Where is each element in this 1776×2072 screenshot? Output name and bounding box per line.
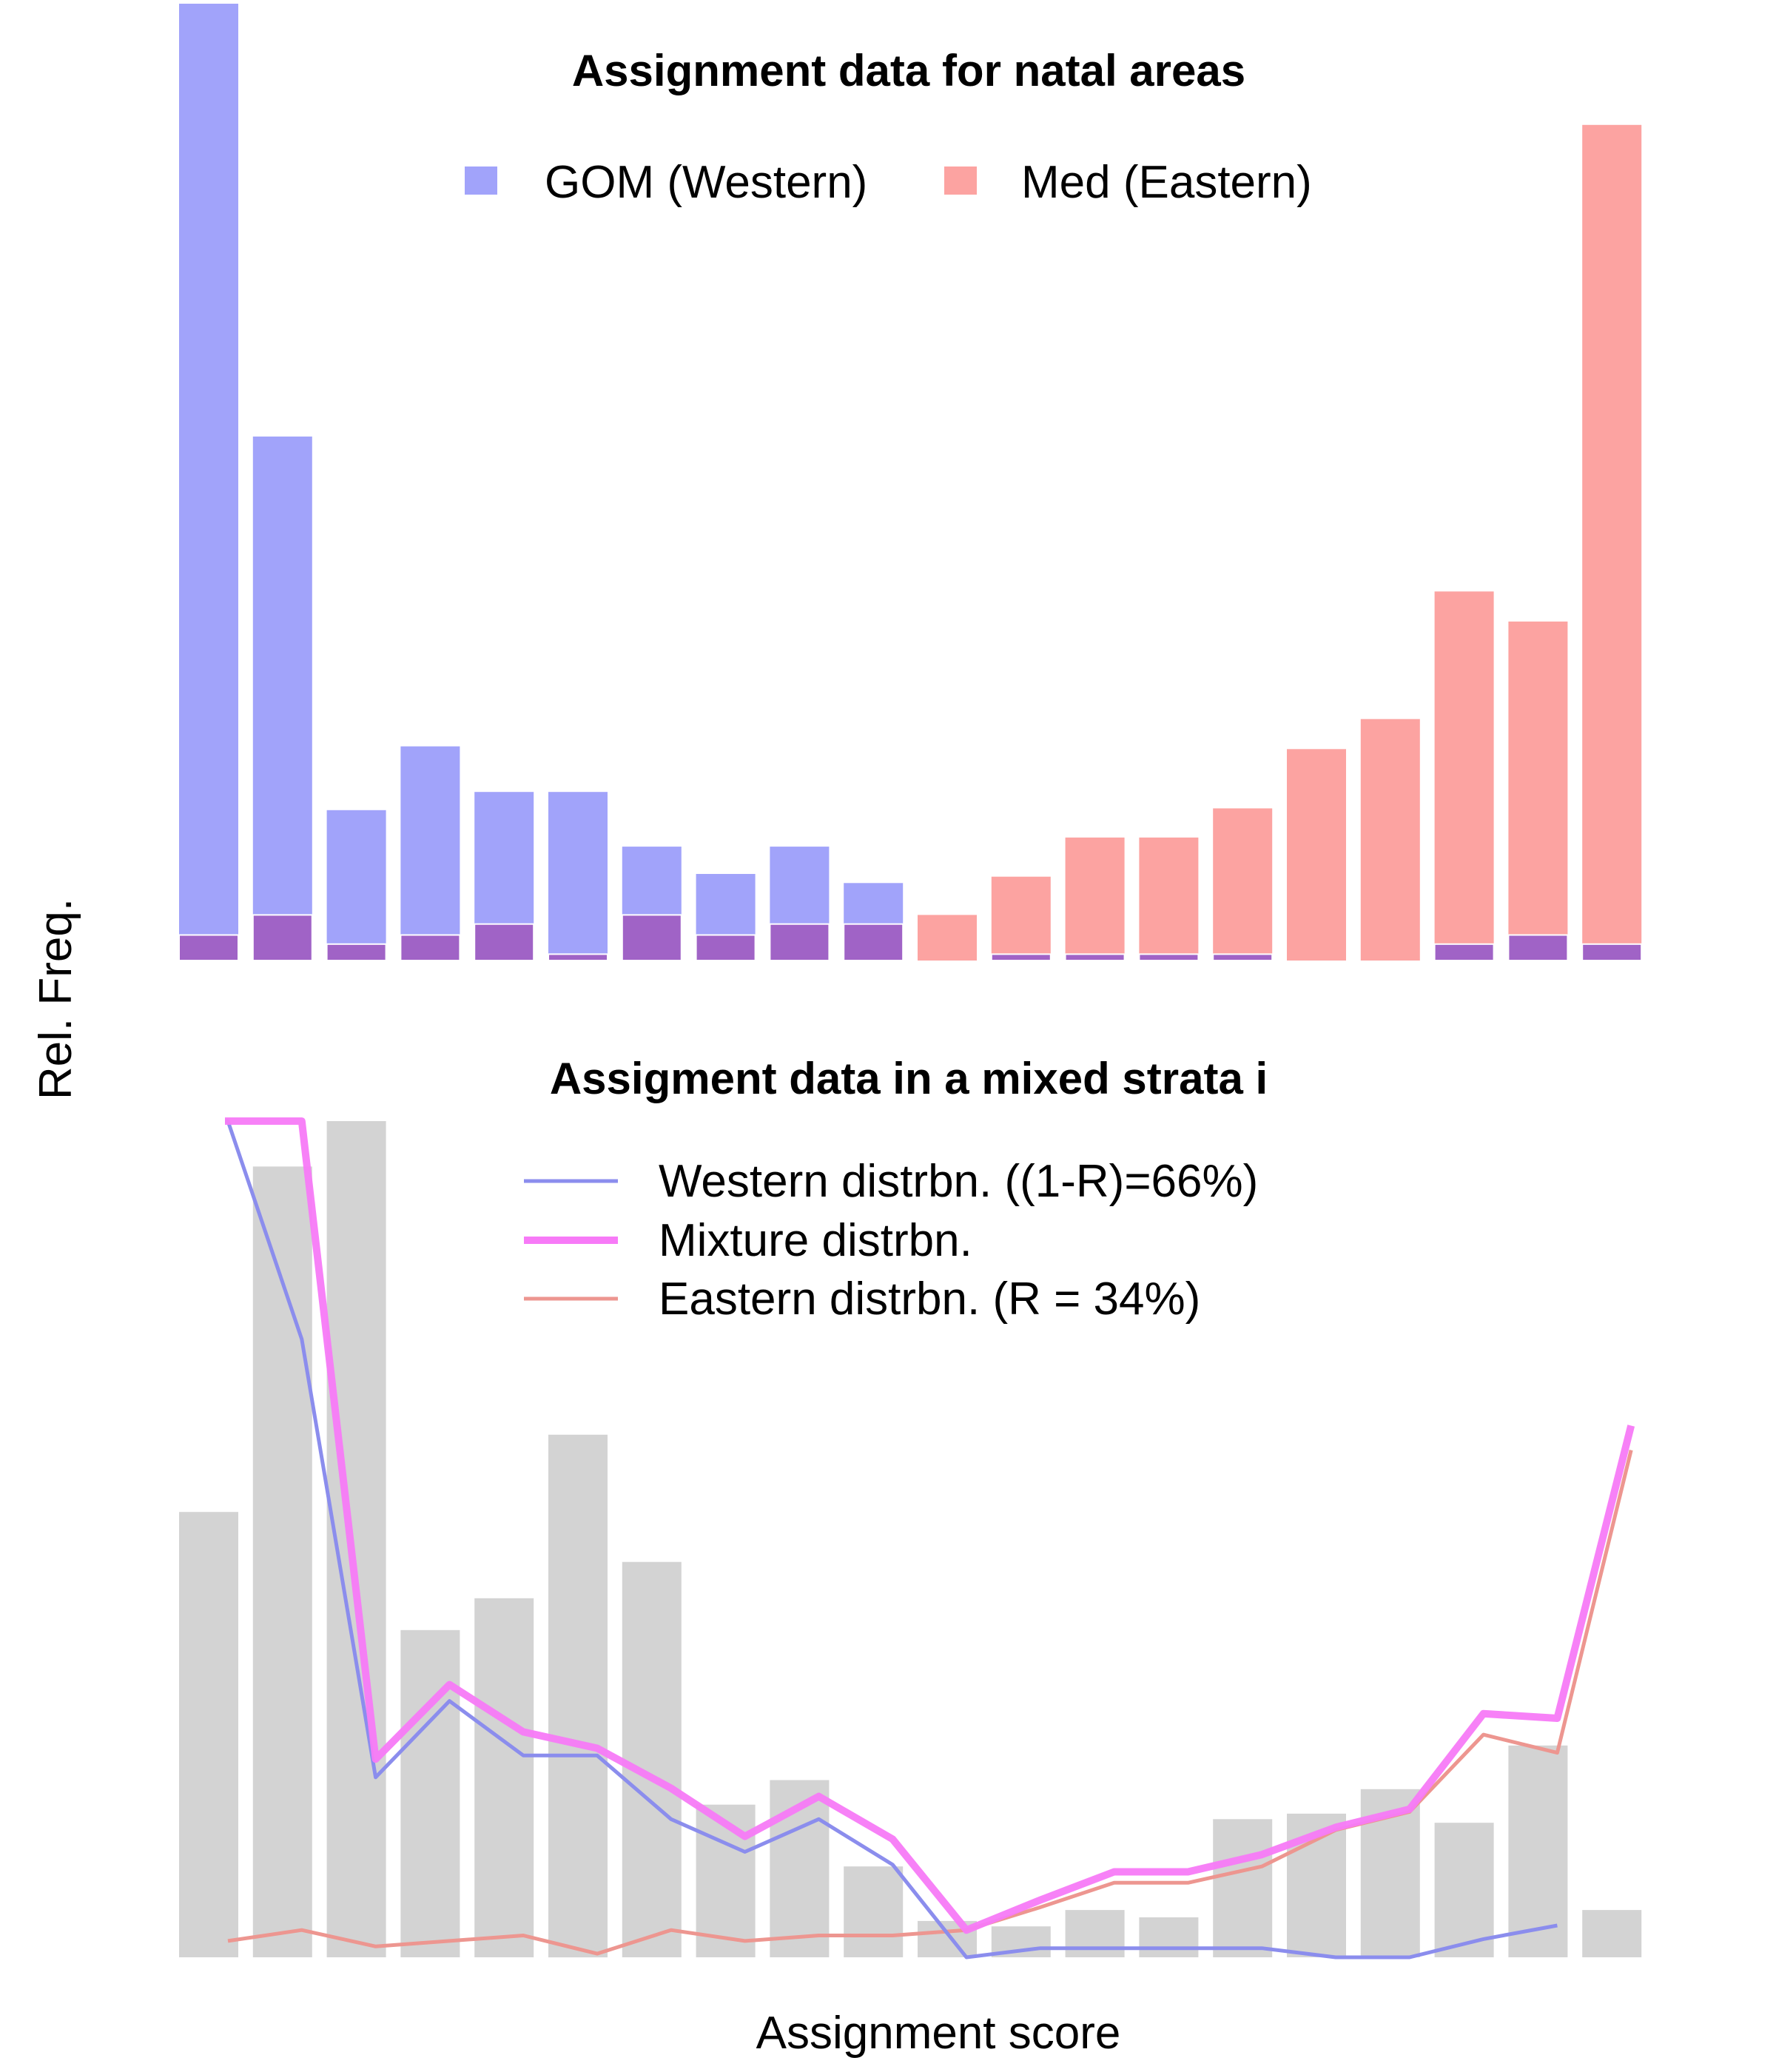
bar-overlap <box>990 953 1052 962</box>
bar-overlap <box>1138 953 1200 962</box>
legend-swatch-western <box>465 166 497 195</box>
bar-overlap <box>474 923 535 961</box>
bottom-lines <box>225 1117 1635 1960</box>
bar-eastern <box>1065 837 1125 961</box>
legend-label-eastern-distrbn: Eastern distrbn. (R = 34%) <box>659 1274 1200 1325</box>
bar-histogram <box>622 1561 682 1957</box>
bottom-panel: Assigment data in a mixed strata i Weste… <box>179 1054 1642 1960</box>
y-axis-label: Rel. Freq. <box>30 898 81 1100</box>
bar-eastern <box>918 915 977 961</box>
bottom-panel-title: Assigment data in a mixed strata i <box>550 1054 1268 1103</box>
legend-label-western-distrbn: Western distrbn. ((1-R)=66%) <box>659 1156 1258 1207</box>
bar-histogram <box>1508 1745 1568 1957</box>
line-mixture <box>225 1117 1635 1934</box>
bar-histogram <box>844 1866 904 1957</box>
top-legend: GOM (Western) Med (Eastern) <box>465 157 1312 208</box>
bar-eastern <box>1508 621 1568 961</box>
bar-overlap <box>1581 943 1643 962</box>
bottom-histogram-bars <box>179 1121 1642 1958</box>
bar-western <box>326 810 386 961</box>
bar-overlap <box>1212 953 1274 962</box>
bar-overlap <box>695 934 756 961</box>
bar-histogram <box>1213 1819 1273 1957</box>
bar-histogram <box>179 1512 238 1957</box>
bar-overlap <box>1433 943 1495 962</box>
legend-swatch-eastern <box>944 166 977 195</box>
bar-eastern <box>1139 837 1199 961</box>
bar-overlap <box>843 923 904 961</box>
bar-eastern <box>1287 749 1346 961</box>
bar-histogram <box>400 1629 460 1957</box>
bar-histogram <box>1139 1917 1199 1957</box>
x-axis-label: Assignment score <box>756 2008 1121 2059</box>
bar-overlap <box>1064 953 1126 962</box>
legend-label-eastern: Med (Eastern) <box>1021 157 1312 208</box>
bar-histogram <box>252 1166 312 1957</box>
bar-western <box>179 4 238 961</box>
bar-western <box>548 792 608 961</box>
legend-label-western: GOM (Western) <box>545 157 867 208</box>
bar-eastern <box>1360 719 1420 961</box>
bar-histogram <box>696 1804 756 1957</box>
top-bars <box>178 4 1643 962</box>
top-panel: Assignment data for natal areas GOM (Wes… <box>178 4 1643 962</box>
bar-histogram <box>474 1598 534 1957</box>
bar-histogram <box>548 1434 608 1958</box>
bar-overlap <box>769 923 830 961</box>
bar-eastern <box>1582 124 1642 961</box>
bar-overlap <box>326 943 387 962</box>
bar-western <box>252 436 312 961</box>
bar-eastern <box>1434 591 1494 961</box>
bar-overlap <box>400 934 461 961</box>
bar-histogram <box>1582 1910 1642 1957</box>
bar-histogram <box>1434 1823 1494 1957</box>
bar-overlap <box>178 934 239 961</box>
bar-overlap <box>252 914 313 962</box>
bar-eastern <box>991 876 1051 961</box>
line-western <box>225 1119 1558 1960</box>
bottom-legend: Western distrbn. ((1-R)=66%) Mixture dis… <box>524 1156 1258 1325</box>
bar-western <box>400 746 460 961</box>
bar-overlap <box>621 914 682 962</box>
bar-histogram <box>1065 1910 1125 1957</box>
top-panel-title: Assignment data for natal areas <box>572 46 1245 95</box>
bar-overlap <box>548 953 608 962</box>
legend-label-mixture-distrbn: Mixture distrbn. <box>659 1215 972 1266</box>
bar-eastern <box>1213 808 1273 961</box>
bar-overlap <box>1507 934 1569 961</box>
